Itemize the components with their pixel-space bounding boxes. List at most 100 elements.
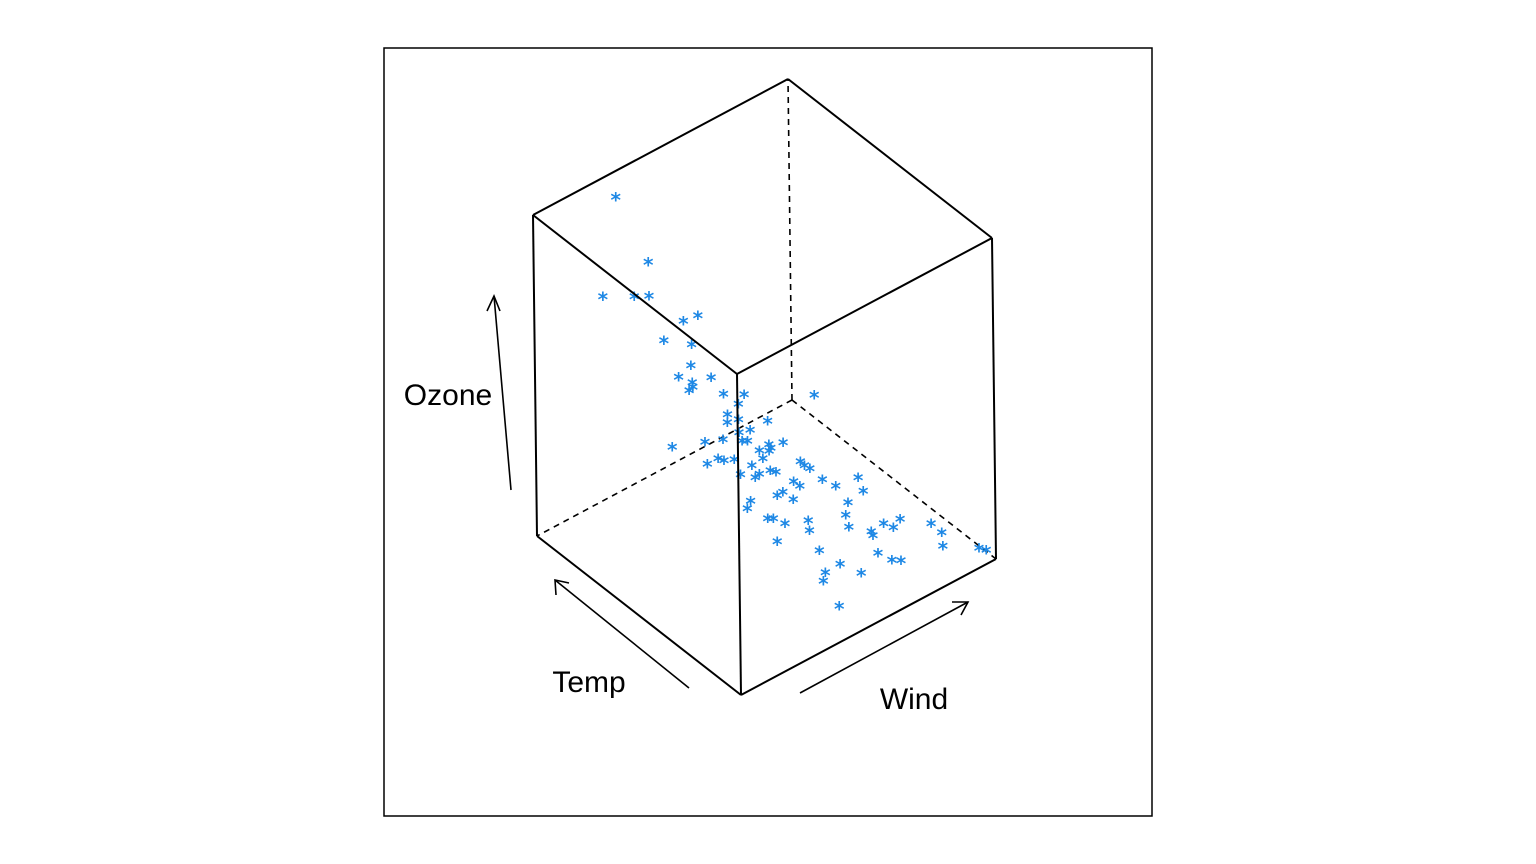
data-point: * <box>768 510 779 534</box>
data-point: * <box>868 526 879 550</box>
data-point: * <box>887 551 898 575</box>
data-point: * <box>772 487 783 511</box>
data-points: * ************************* * ***** ********… <box>598 188 992 621</box>
data-point: * <box>739 386 750 410</box>
data-point: * <box>644 287 655 311</box>
data-point: * <box>778 483 789 507</box>
data-point: * <box>835 555 846 579</box>
data-point: * <box>762 510 773 534</box>
ozone-axis-label: Ozone <box>404 379 492 412</box>
data-point: * <box>733 410 744 434</box>
data-point: * <box>735 466 746 490</box>
data-point: * <box>888 519 899 543</box>
data-point: * <box>745 492 756 516</box>
box-edge <box>532 214 538 537</box>
data-point: * <box>629 288 640 312</box>
data-point: * <box>831 477 842 501</box>
data-point: * <box>718 431 729 455</box>
data-point: * <box>686 356 697 380</box>
box-edge <box>532 214 738 375</box>
wind-axis-arrow <box>799 601 969 694</box>
data-point: * <box>686 336 697 360</box>
box-edge <box>536 535 742 696</box>
data-point: * <box>758 449 769 473</box>
box-edge <box>532 78 789 216</box>
data-point: * <box>693 307 704 331</box>
box-edge <box>787 78 993 239</box>
data-point: * <box>795 453 806 477</box>
data-point: * <box>722 405 733 429</box>
temp-axis-label: Temp <box>552 666 625 699</box>
data-point: * <box>780 514 791 538</box>
data-point: * <box>745 421 756 445</box>
data-point: * <box>866 522 877 546</box>
data-point: * <box>722 414 733 438</box>
box-edge <box>736 237 993 375</box>
data-point: * <box>688 378 699 402</box>
data-point: * <box>762 412 773 436</box>
data-point: * <box>750 469 761 493</box>
data-point: * <box>742 432 753 456</box>
data-point: * <box>673 368 684 392</box>
data-point: * <box>747 456 758 480</box>
data-point: * <box>765 462 776 486</box>
data-point: * <box>754 441 765 465</box>
data-point: * <box>700 433 711 457</box>
data-point: * <box>667 438 678 462</box>
data-point: * <box>719 452 730 476</box>
data-point: * <box>788 490 799 514</box>
ozone-arrowhead <box>486 293 501 312</box>
plot-frame <box>383 47 1153 817</box>
data-point: * <box>895 510 906 534</box>
box-edge <box>736 373 742 696</box>
data-point: * <box>733 395 744 419</box>
data-point: * <box>659 332 670 356</box>
data-point: * <box>818 572 829 596</box>
data-point: * <box>610 188 621 212</box>
data-point: * <box>766 439 777 463</box>
data-point: * <box>678 312 689 336</box>
data-point: * <box>926 515 937 539</box>
data-point: * <box>795 477 806 501</box>
data-point: * <box>817 471 828 495</box>
ozone-axis-arrow <box>493 295 512 491</box>
data-point: * <box>598 288 609 312</box>
data-point: * <box>706 368 717 392</box>
data-point: * <box>858 482 869 506</box>
axis-arrows <box>486 293 970 694</box>
data-point: * <box>974 539 985 563</box>
data-point: * <box>843 494 854 518</box>
data-point: * <box>734 423 745 447</box>
data-point: * <box>764 436 775 460</box>
box-edge-hidden <box>787 78 793 401</box>
data-point: * <box>771 463 782 487</box>
data-point: * <box>684 382 695 406</box>
data-point: * <box>764 442 775 466</box>
data-point: * <box>938 537 949 561</box>
data-point: * <box>809 386 820 410</box>
box-edge <box>740 558 997 696</box>
data-point: * <box>718 385 729 409</box>
data-point: * <box>778 433 789 457</box>
data-point: * <box>841 506 852 530</box>
data-point: * <box>981 541 992 565</box>
data-point: * <box>754 465 765 489</box>
data-point: * <box>687 374 698 398</box>
data-point: * <box>729 451 740 475</box>
data-point: * <box>814 541 825 565</box>
data-point: * <box>772 532 783 556</box>
wind-axis-label: Wind <box>880 683 948 716</box>
box-visible-edges <box>532 78 997 696</box>
box-edge <box>991 237 997 560</box>
data-point: * <box>804 521 815 545</box>
data-point: * <box>873 544 884 568</box>
data-point: * <box>937 523 948 547</box>
data-point: * <box>643 253 654 277</box>
data-point: * <box>799 457 810 481</box>
data-point: * <box>803 511 814 535</box>
data-point: * <box>820 563 831 587</box>
data-point: * <box>713 449 724 473</box>
data-point: * <box>788 473 799 497</box>
box-hidden-edges <box>536 78 997 560</box>
